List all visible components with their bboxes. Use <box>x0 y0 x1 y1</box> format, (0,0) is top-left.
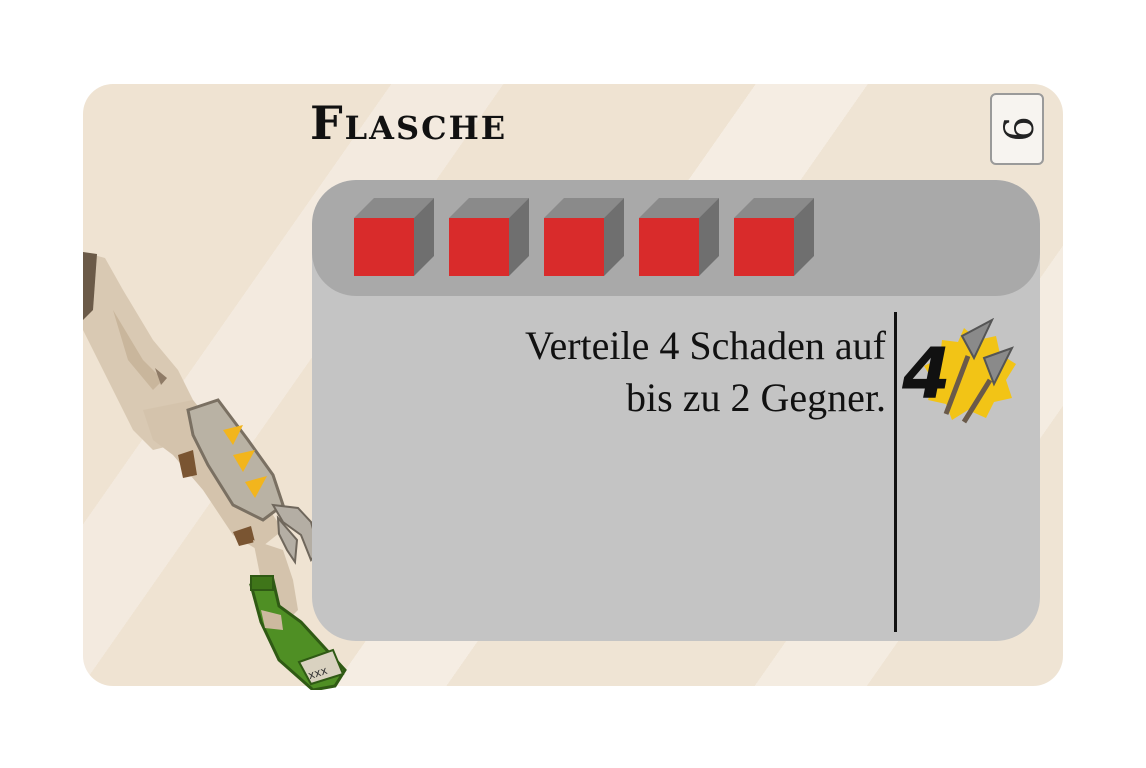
arm-with-bottle-illustration: xxx <box>83 252 347 690</box>
health-cube <box>544 198 624 276</box>
health-bar <box>312 180 1040 296</box>
card-title: Flasche <box>310 96 508 150</box>
ability-panel <box>312 180 1040 641</box>
health-cube <box>354 198 434 276</box>
effect-line-2: bis zu 2 Gegner. <box>626 375 886 420</box>
effect-text: Verteile 4 Schaden auf bis zu 2 Gegner. <box>450 320 886 424</box>
text-icon-divider <box>894 312 897 632</box>
bottle-label: xxx <box>306 664 329 683</box>
effect-line-1: Verteile 4 Schaden auf <box>525 323 886 368</box>
damage-value: 4 <box>902 333 951 415</box>
health-cubes <box>354 198 814 276</box>
health-cube <box>734 198 814 276</box>
health-cube <box>639 198 719 276</box>
damage-icon: 4 <box>902 318 1016 424</box>
cost-value: 9 <box>993 116 1040 142</box>
cost-badge: 9 <box>990 93 1044 165</box>
health-cube <box>449 198 529 276</box>
